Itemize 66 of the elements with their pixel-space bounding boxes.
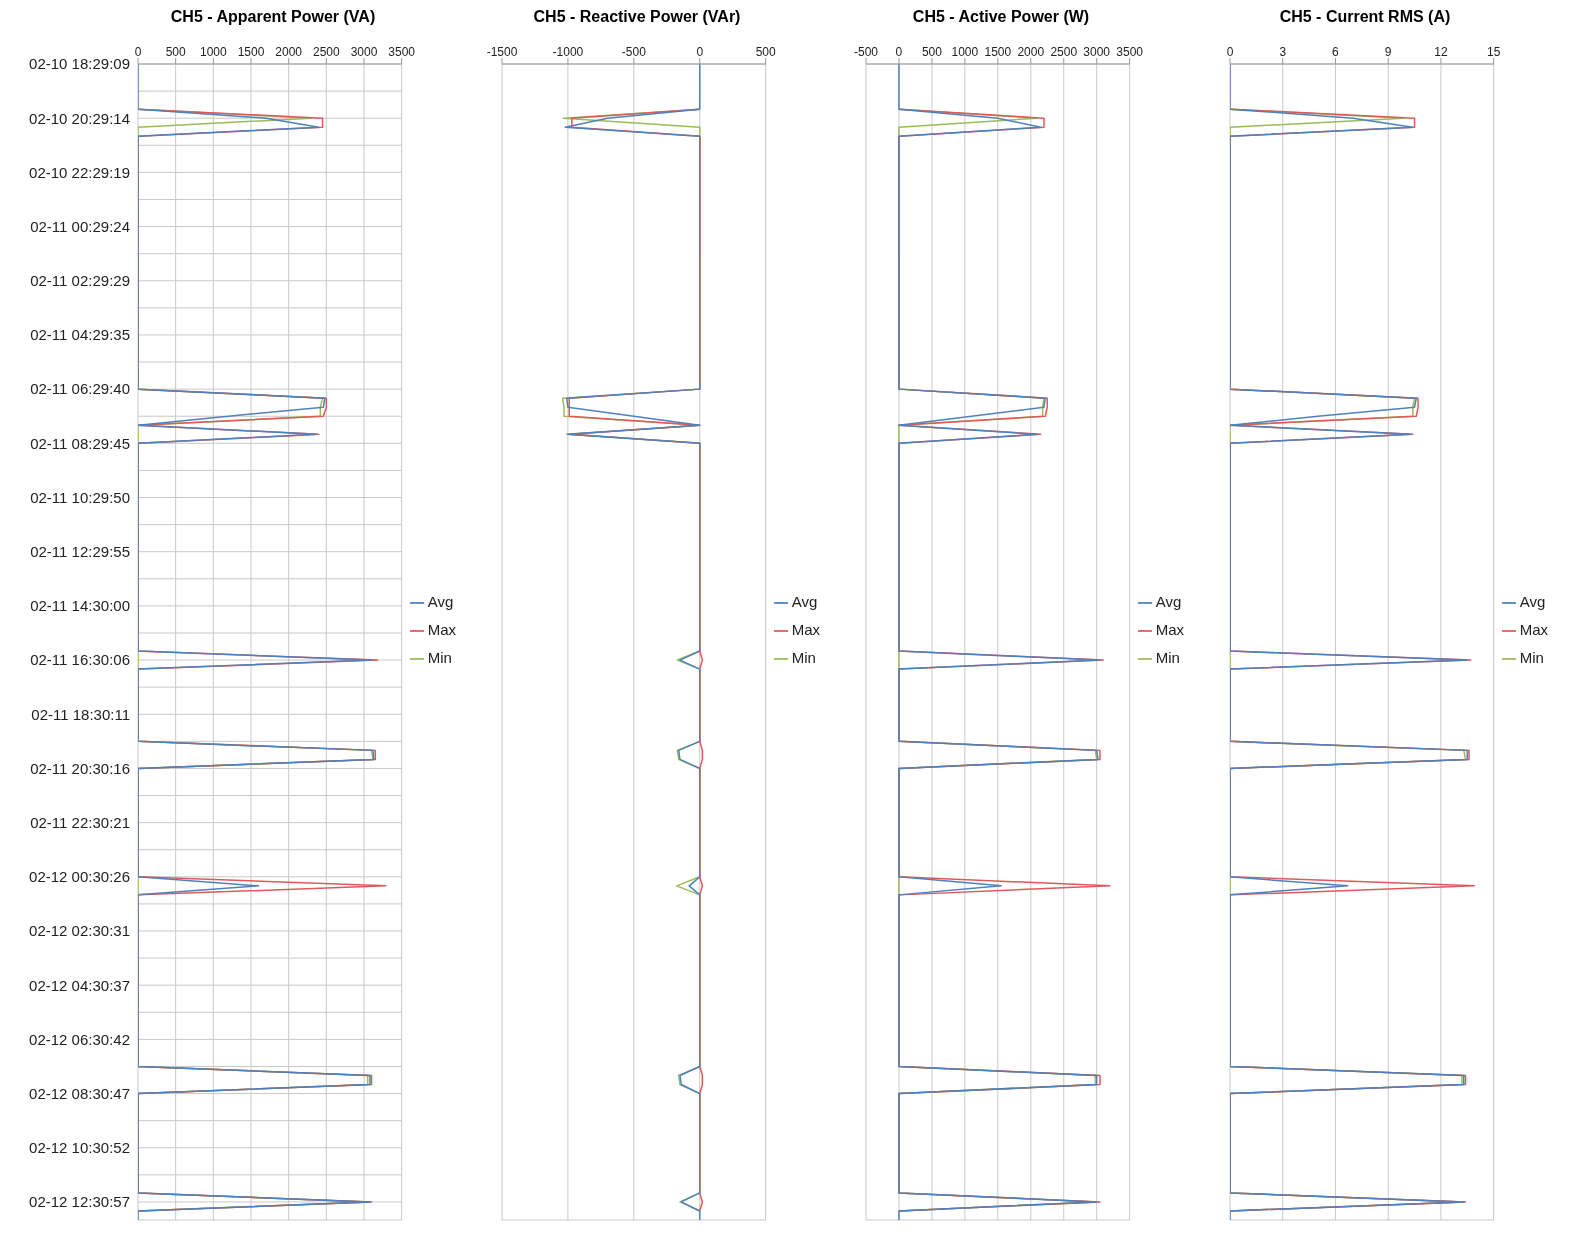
legend-label: Max (791, 621, 820, 638)
x-tick-label: 6 (1332, 45, 1340, 59)
x-tick-label: 1000 (199, 45, 227, 59)
legend-label: Max (427, 621, 456, 638)
y-tick-label: 02-12 08:30:47 (29, 1084, 130, 1102)
x-tick-label: 12 (1434, 45, 1448, 59)
y-tick-label: 02-11 12:29:55 (30, 543, 130, 561)
legend-label: Min (427, 649, 452, 666)
x-tick-label: 3000 (350, 45, 378, 59)
y-tick-label: 02-12 06:30:42 (29, 1030, 130, 1048)
y-tick-label: 02-11 20:30:16 (30, 759, 130, 777)
y-tick-label: 02-11 06:29:40 (30, 380, 130, 398)
chart-title: CH5 - Apparent Power (VA) (169, 8, 377, 27)
y-tick-label: 02-11 04:29:35 (30, 326, 130, 344)
y-tick-label: 02-11 22:30:21 (30, 813, 130, 831)
y-tick-label: 02-12 10:30:52 (29, 1139, 130, 1157)
x-tick-label: -500 (853, 45, 879, 59)
legend-label: Avg (427, 593, 454, 610)
x-tick-label: 15 (1486, 45, 1501, 59)
x-tick-label: 500 (165, 45, 186, 59)
legend-label: Avg (1155, 593, 1182, 610)
y-tick-label: 02-11 18:30:11 (31, 705, 130, 723)
y-tick-label: 02-10 20:29:14 (29, 109, 130, 127)
x-tick-label: 2500 (312, 45, 340, 59)
y-tick-label: 02-12 12:30:57 (29, 1193, 130, 1211)
x-tick-label: 2000 (1017, 45, 1045, 59)
x-tick-label: -1500 (486, 45, 518, 59)
x-tick-label: 0 (134, 45, 142, 59)
y-tick-label: 02-11 00:29:24 (30, 217, 130, 235)
legend-label: Avg (1519, 593, 1546, 610)
legend-label: Avg (791, 593, 818, 610)
x-tick-label: 0 (895, 45, 903, 59)
legend-label: Min (791, 649, 816, 666)
y-tick-label: 02-11 10:29:50 (30, 488, 130, 506)
x-tick-label: 1000 (951, 45, 979, 59)
y-tick-label: 02-11 16:30:06 (30, 651, 130, 669)
y-tick-label: 02-12 00:30:26 (29, 868, 130, 886)
x-tick-label: 2000 (275, 45, 303, 59)
y-tick-label: 02-12 02:30:31 (29, 922, 130, 940)
x-tick-label: 9 (1384, 45, 1392, 59)
x-tick-label: 500 (755, 45, 776, 59)
chart-title: CH5 - Reactive Power (VAr) (532, 8, 742, 27)
legend-label: Min (1519, 649, 1544, 666)
x-tick-label: 1500 (237, 45, 265, 59)
x-tick-label: -500 (621, 45, 647, 59)
x-tick-label: 3 (1279, 45, 1287, 59)
x-tick-label: 0 (696, 45, 704, 59)
legend-label: Max (1155, 621, 1184, 638)
x-tick-label: 3500 (388, 45, 416, 59)
legend-label: Min (1155, 649, 1180, 666)
y-tick-label: 02-11 08:29:45 (30, 434, 130, 452)
y-tick-label: 02-10 18:29:09 (29, 55, 130, 73)
x-tick-label: 0 (1226, 45, 1234, 59)
x-tick-label: 1500 (984, 45, 1012, 59)
x-tick-label: 3500 (1116, 45, 1144, 59)
x-tick-label: 3000 (1083, 45, 1111, 59)
y-tick-label: 02-11 02:29:29 (30, 272, 130, 290)
chart-title: CH5 - Active Power (W) (911, 8, 1091, 27)
x-tick-label: 500 (921, 45, 943, 59)
y-tick-label: 02-10 22:29:19 (29, 163, 130, 181)
x-tick-label: 2500 (1050, 45, 1078, 59)
y-tick-label: 02-11 14:30:00 (30, 597, 130, 615)
legend-label: Max (1519, 621, 1548, 638)
x-tick-label: -1000 (552, 45, 584, 59)
chart-title: CH5 - Current RMS (A) (1278, 8, 1452, 27)
y-tick-label: 02-12 04:30:37 (29, 976, 130, 994)
